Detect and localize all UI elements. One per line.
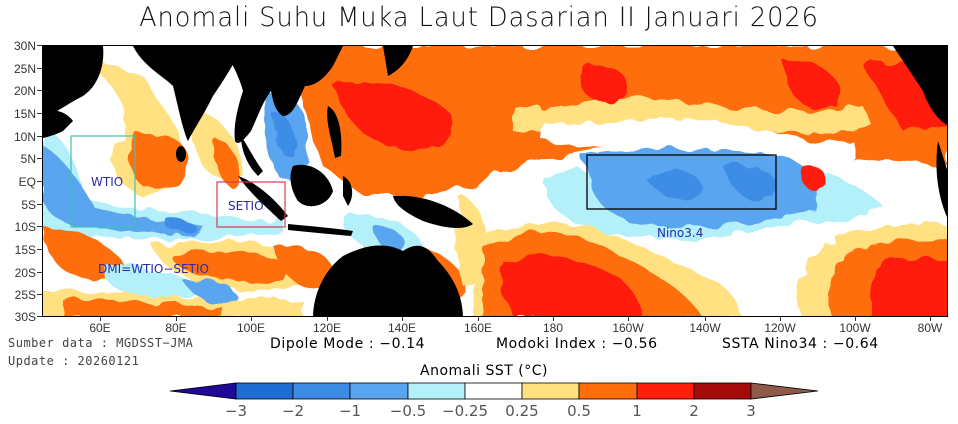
lon-label: 120E (312, 321, 342, 335)
sst-anomaly-field: WTIO SETIO Nino3.4 DMI=WTIO−SETIO (43, 46, 947, 316)
lon-label: 80E (165, 321, 187, 335)
lon-tick (705, 317, 706, 321)
data-source-text: Sumber data : MGDSST−JMA (8, 336, 194, 350)
lat-label: EQ (18, 175, 36, 189)
lon-label: 140E (387, 321, 417, 335)
colorbar-label: −0.5 (389, 402, 427, 420)
dipole-mode-index: Dipole Mode : −0.14 (270, 336, 426, 352)
lat-tick (37, 249, 42, 250)
lon-label: 60E (89, 321, 111, 335)
lat-tick (37, 136, 42, 137)
lat-label: 25N (13, 62, 36, 76)
lon-tick (553, 317, 554, 321)
lat-tick (37, 68, 42, 69)
lon-tick (478, 317, 479, 321)
setio-label: SETIO (228, 199, 264, 213)
lat-label: 20S (14, 266, 36, 280)
lon-label: 160W (612, 321, 644, 335)
colorbar-label: −2 (281, 402, 305, 420)
lat-tick (37, 90, 42, 91)
nino34-label: Nino3.4 (657, 226, 703, 240)
lon-tick (251, 317, 252, 321)
update-date-text: Update : 20260121 (8, 354, 140, 368)
lon-label: 80W (917, 321, 943, 335)
lon-tick (628, 317, 629, 321)
colorbar-label: 0.5 (567, 402, 591, 420)
setio-box (216, 181, 286, 228)
lat-tick (37, 272, 42, 273)
colorbar (169, 382, 819, 400)
colorbar-label: 1 (632, 402, 642, 420)
lon-label: 100E (236, 321, 266, 335)
colorbar-title: Anomali SST (°C) (420, 363, 548, 379)
land-mask (43, 46, 947, 316)
lat-tick (37, 226, 42, 227)
lat-label: 15S (14, 243, 36, 257)
lat-label: 30N (13, 39, 36, 53)
lon-tick (176, 317, 177, 321)
wtio-box (70, 135, 136, 228)
lat-label: 30S (14, 310, 36, 324)
sst-anomaly-map: WTIO SETIO Nino3.4 DMI=WTIO−SETIO (42, 45, 948, 317)
lon-label: 160E (463, 321, 493, 335)
colorbar-label: −1 (338, 402, 362, 420)
lat-label: 25S (14, 288, 36, 302)
lat-tick (37, 316, 42, 317)
lat-tick (37, 113, 42, 114)
lon-tick (780, 317, 781, 321)
colorbar-label: −0.25 (442, 402, 488, 420)
colorbar-label: 0.25 (505, 402, 539, 420)
lon-tick (100, 317, 101, 321)
map-title: Anomali Suhu Muka Laut Dasarian II Janua… (139, 2, 819, 33)
colorbar-label: 3 (746, 402, 756, 420)
lat-label: 5N (20, 152, 36, 166)
lat-tick (37, 158, 42, 159)
colorbar-label: 2 (689, 402, 699, 420)
wtio-label: WTIO (91, 175, 123, 189)
modoki-index: Modoki Index : −0.56 (496, 336, 658, 352)
lat-label: 5S (21, 198, 36, 212)
colorbar-label: −3 (224, 402, 248, 420)
lon-label: 100W (839, 321, 871, 335)
lat-tick (37, 204, 42, 205)
lon-label: 120W (764, 321, 796, 335)
lon-label: 140W (689, 321, 721, 335)
lon-tick (402, 317, 403, 321)
lon-label: 180 (542, 321, 564, 335)
lat-label: 10N (13, 130, 36, 144)
lon-tick (930, 317, 931, 321)
lat-tick (37, 45, 42, 46)
dmi-formula-label: DMI=WTIO−SETIO (98, 262, 209, 276)
nino34-box (586, 154, 777, 210)
lat-label: 10S (14, 220, 36, 234)
lat-label: 15N (13, 107, 36, 121)
lon-tick (327, 317, 328, 321)
ssta-nino34-index: SSTA Nino34 : −0.64 (722, 336, 879, 352)
lat-label: 20N (13, 84, 36, 98)
lat-tick (37, 294, 42, 295)
lat-tick (37, 181, 42, 182)
lon-tick (855, 317, 856, 321)
